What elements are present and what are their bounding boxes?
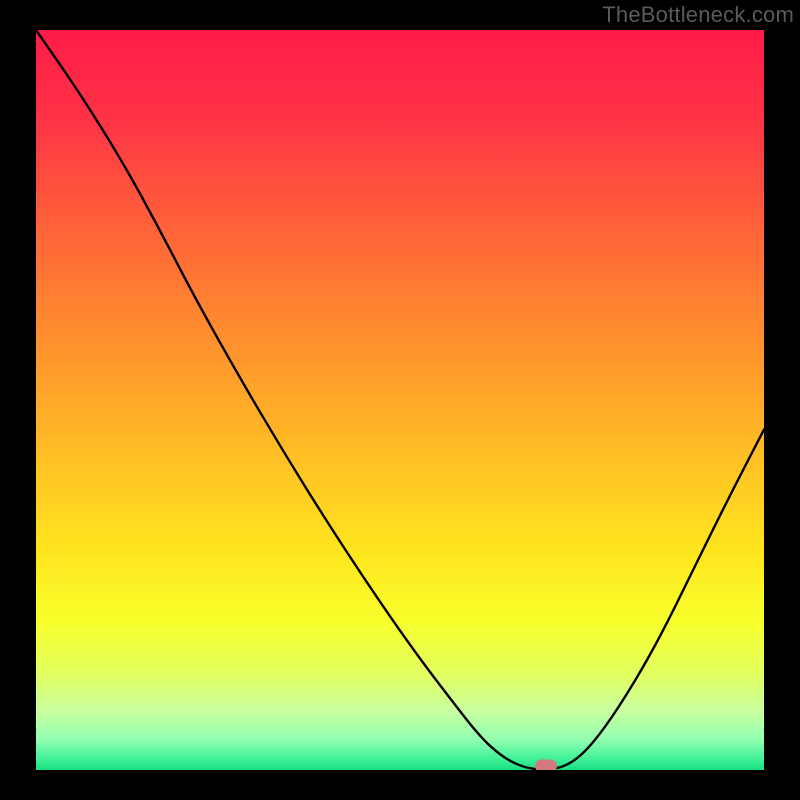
watermark-text: TheBottleneck.com: [602, 2, 794, 28]
optimal-point-marker: [535, 760, 557, 770]
bottleneck-curve: [36, 30, 764, 770]
chart-canvas: TheBottleneck.com: [0, 0, 800, 800]
plot-area: [36, 30, 764, 770]
